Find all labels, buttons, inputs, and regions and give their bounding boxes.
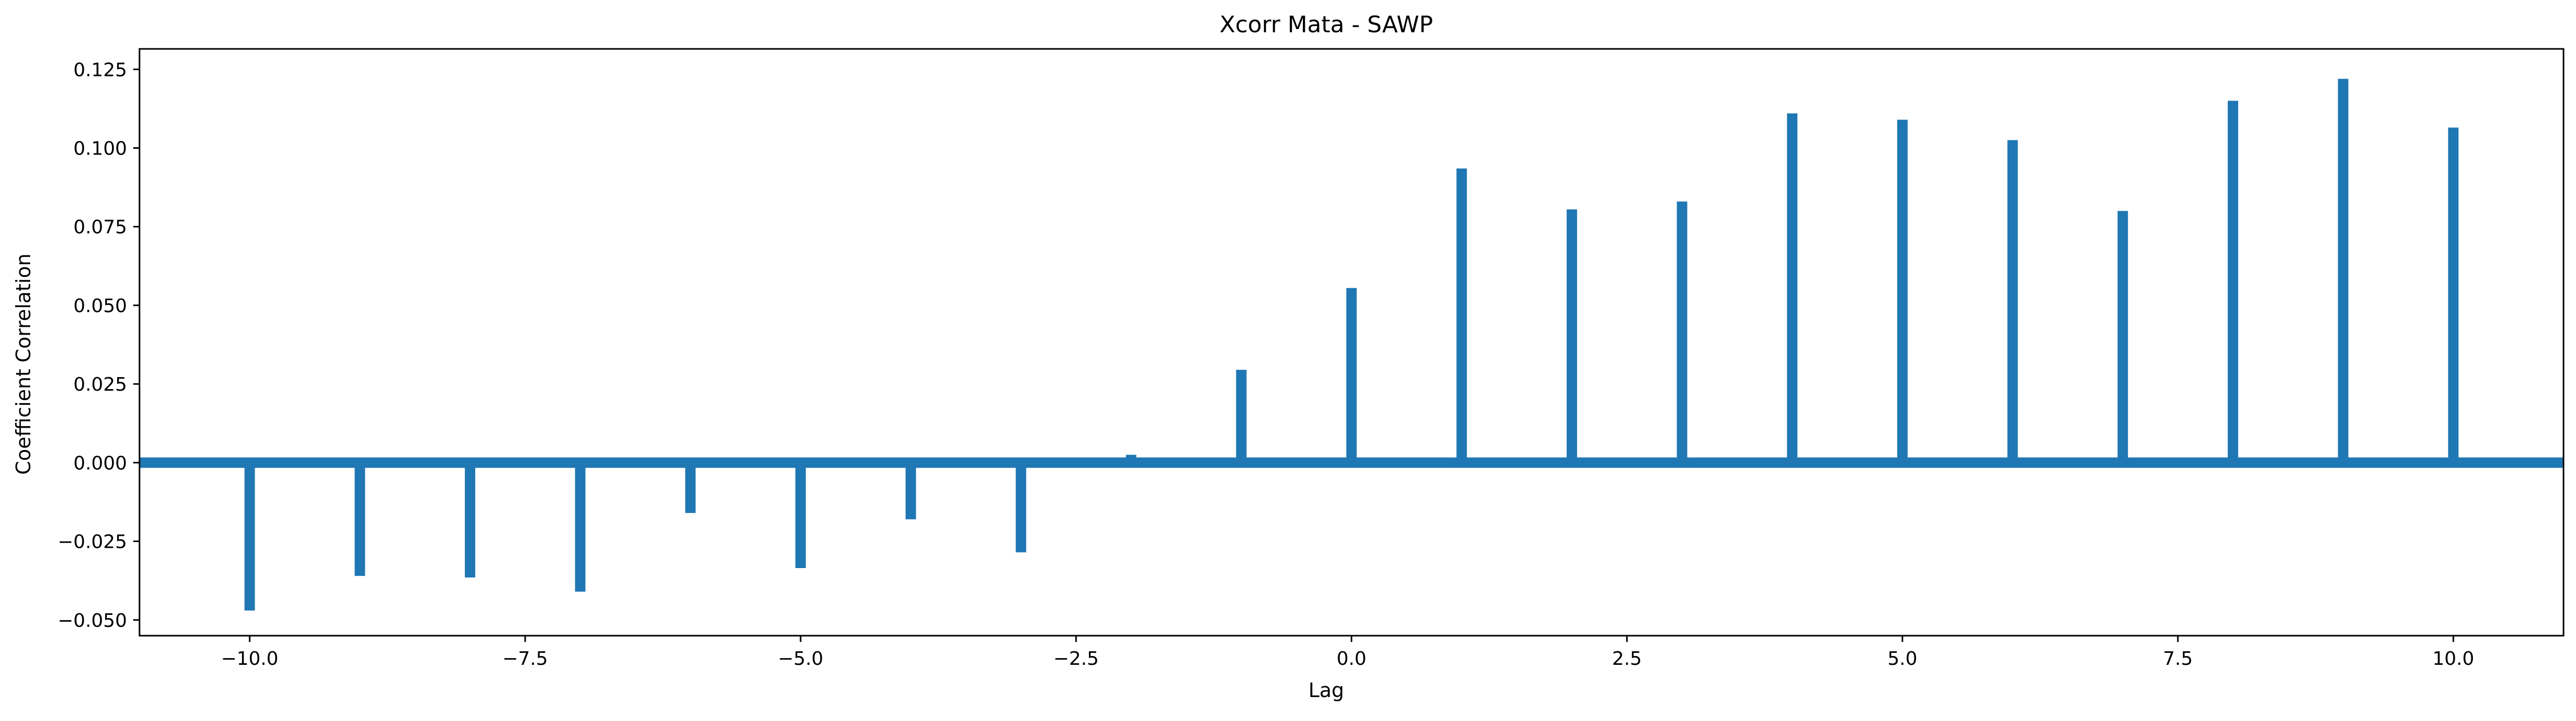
y-tick-label: 0.125 [73,59,127,81]
stem-bars [244,79,2459,611]
y-tick-label: 0.075 [73,217,127,238]
x-tick-label: −2.5 [1054,648,1099,670]
x-axis-label: Lag [1309,679,1344,702]
y-tick-label: −0.025 [58,532,127,553]
x-tick-label: 2.5 [1612,648,1642,670]
x-tick-label: −5.0 [778,648,823,670]
x-tick-label: 10.0 [2432,648,2474,670]
y-tick-label: 0.100 [73,138,127,160]
chart-title: Xcorr Mata - SAWP [1220,11,1433,38]
x-tick-label: −7.5 [502,648,548,670]
y-axis-label: Coefficient Correlation [12,253,35,474]
y-tick-label: −0.050 [58,610,127,632]
y-tick-label: 0.025 [73,374,127,395]
x-tick-label: 0.0 [1337,648,1366,670]
y-tick-label: 0.000 [73,453,127,474]
x-tick-label: −10.0 [221,648,278,670]
x-tick-label: 7.5 [2163,648,2192,670]
x-tick-label: 5.0 [1887,648,1917,670]
y-axis-ticks: −0.050 −0.025 0.000 0.025 0.050 0.075 0.100 0.1… [58,59,139,632]
x-axis-ticks: −10.0 −7.5 −5.0 −2.5 0.0 2.5 5.0 7.5 10.0 [221,636,2474,670]
y-tick-label: 0.050 [73,295,127,317]
